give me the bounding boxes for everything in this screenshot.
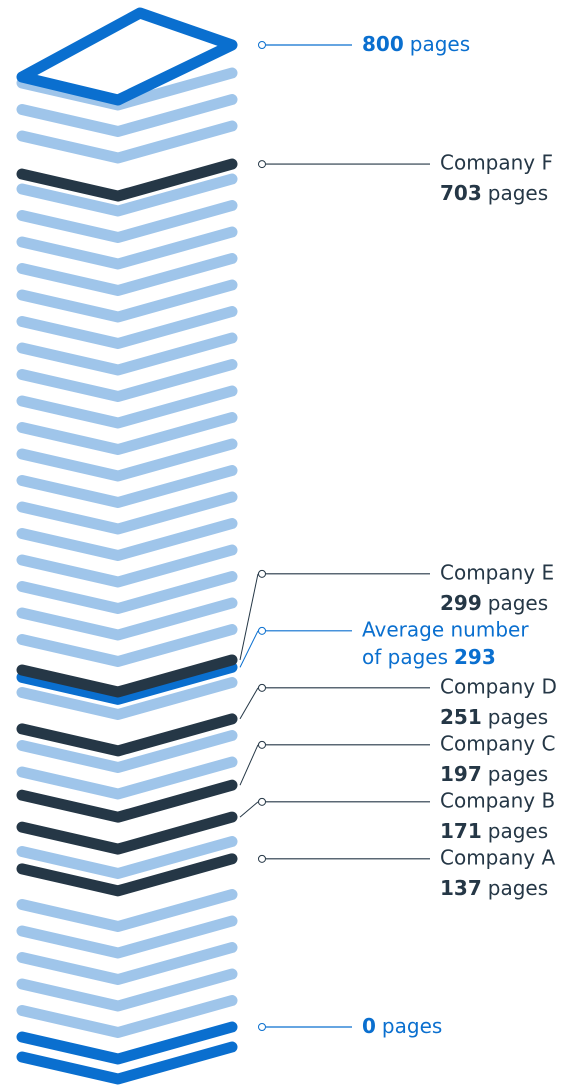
company-name: Company D bbox=[440, 674, 557, 698]
company-name: Company E bbox=[440, 560, 554, 584]
company-name: Company B bbox=[440, 788, 555, 812]
leader-dot bbox=[258, 1023, 266, 1031]
value-label: 197 bbox=[440, 761, 482, 785]
y-tick-label: 800 pages bbox=[362, 32, 470, 56]
page-stack-decoration bbox=[16, 120, 238, 164]
page-stack-decoration bbox=[16, 253, 238, 296]
page-stack-decoration bbox=[16, 889, 238, 932]
page-stack-decoration bbox=[16, 518, 238, 561]
page-stack-decoration bbox=[16, 438, 238, 482]
page-stack-decoration bbox=[16, 200, 238, 243]
value-label: 171 bbox=[440, 818, 482, 842]
value-label: 299 bbox=[440, 590, 482, 614]
average-text: of pages bbox=[362, 644, 448, 668]
page-stack-decoration bbox=[16, 491, 238, 535]
company-page bbox=[16, 654, 238, 698]
unit: pages bbox=[488, 761, 548, 785]
page-stack-decoration bbox=[16, 385, 238, 429]
leader-dot bbox=[258, 41, 266, 49]
leader-dot bbox=[258, 683, 266, 692]
leader-dot bbox=[258, 797, 266, 806]
average-value: 293 bbox=[454, 644, 496, 668]
leader-dot bbox=[258, 160, 266, 169]
company-page bbox=[16, 158, 238, 202]
page-stack-decoration bbox=[16, 359, 238, 402]
value-label: 137 bbox=[440, 875, 482, 899]
page-stack-decoration bbox=[16, 571, 238, 614]
unit: pages bbox=[488, 818, 548, 842]
company-pages: 251 pages bbox=[440, 704, 548, 728]
leader-connector bbox=[239, 687, 259, 720]
average-page bbox=[16, 661, 238, 705]
unit: pages bbox=[488, 181, 548, 205]
unit: pages bbox=[488, 704, 548, 728]
company-name: Company C bbox=[440, 731, 555, 755]
page-stack-decoration bbox=[16, 94, 238, 137]
page-stack-decoration bbox=[16, 756, 238, 800]
unit: pages bbox=[410, 32, 470, 56]
company-pages: 197 pages bbox=[440, 761, 548, 785]
leader-connector bbox=[239, 801, 259, 818]
page-stack-decoration bbox=[16, 544, 238, 588]
leader-connector bbox=[239, 573, 259, 661]
leader-dot bbox=[258, 854, 266, 863]
company-name: Company A bbox=[440, 845, 556, 869]
unit: pages bbox=[488, 875, 548, 899]
leader-dot bbox=[258, 740, 266, 749]
top-page bbox=[16, 7, 238, 106]
page-stack-decoration bbox=[16, 968, 238, 1012]
page-stack-decoration bbox=[16, 306, 238, 349]
average-label: of pages 293 bbox=[362, 644, 496, 668]
page-stack-decoration bbox=[16, 173, 238, 217]
company-page bbox=[16, 853, 238, 897]
company-page bbox=[16, 811, 238, 855]
axis-page bbox=[16, 1021, 238, 1065]
tick-value: 800 bbox=[362, 32, 404, 56]
value-label: 703 bbox=[440, 181, 482, 205]
unit: pages bbox=[488, 590, 548, 614]
company-page bbox=[16, 779, 238, 823]
page-stack-decoration bbox=[16, 730, 238, 773]
page-stack-decoration bbox=[16, 226, 238, 270]
company-pages: 137 pages bbox=[440, 875, 548, 899]
leader-connector bbox=[239, 744, 259, 786]
value-label: 251 bbox=[440, 704, 482, 728]
page-stack-decoration bbox=[16, 677, 238, 720]
page-stack-decoration bbox=[16, 465, 238, 508]
page-stack-decoration bbox=[16, 279, 238, 323]
page-stack-decoration bbox=[16, 915, 238, 959]
page-stack-decoration bbox=[16, 412, 238, 455]
page-stack-decoration bbox=[16, 995, 238, 1038]
page-stack-decoration bbox=[16, 942, 238, 985]
page-stack-decoration bbox=[16, 332, 238, 376]
leader-dot bbox=[258, 569, 266, 578]
leader-connector bbox=[239, 630, 259, 668]
page-stack-decoration bbox=[16, 1041, 238, 1085]
company-pages: 703 pages bbox=[440, 181, 548, 205]
unit: pages bbox=[382, 1014, 442, 1038]
tick-value: 0 bbox=[362, 1014, 376, 1038]
company-pages: 171 pages bbox=[440, 818, 548, 842]
company-name: Company F bbox=[440, 151, 553, 175]
page-stack-decoration bbox=[16, 624, 238, 667]
company-page bbox=[16, 713, 238, 757]
page-stack-decoration bbox=[16, 597, 238, 641]
average-label: Average number bbox=[362, 617, 529, 641]
page-stack-decoration bbox=[16, 836, 238, 879]
company-pages: 299 pages bbox=[440, 590, 548, 614]
y-tick-label: 0 pages bbox=[362, 1014, 442, 1038]
leader-dot bbox=[258, 626, 266, 635]
